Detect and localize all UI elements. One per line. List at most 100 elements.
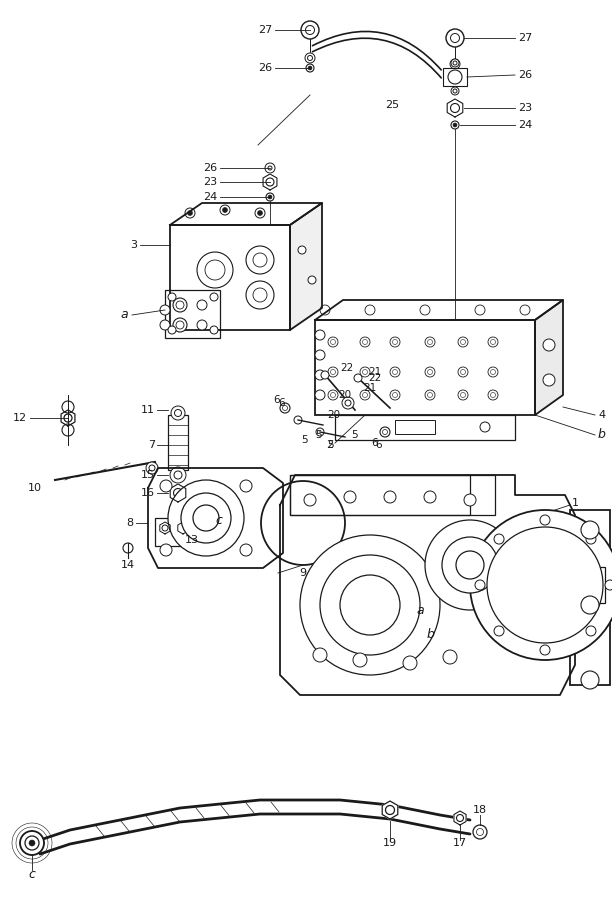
Text: 6: 6 bbox=[278, 398, 285, 408]
Circle shape bbox=[62, 424, 74, 436]
Circle shape bbox=[181, 493, 231, 543]
Circle shape bbox=[320, 305, 330, 315]
Circle shape bbox=[176, 301, 184, 309]
Circle shape bbox=[425, 520, 515, 610]
Circle shape bbox=[210, 293, 218, 301]
Circle shape bbox=[146, 462, 158, 474]
Circle shape bbox=[586, 534, 596, 544]
Circle shape bbox=[458, 337, 468, 347]
Circle shape bbox=[342, 397, 354, 409]
Text: 14: 14 bbox=[121, 560, 135, 570]
Circle shape bbox=[450, 59, 460, 69]
Polygon shape bbox=[178, 522, 188, 534]
Text: c: c bbox=[29, 868, 35, 881]
Circle shape bbox=[328, 337, 338, 347]
Circle shape bbox=[223, 208, 228, 212]
Text: 8: 8 bbox=[126, 518, 133, 528]
Circle shape bbox=[480, 422, 490, 432]
Circle shape bbox=[360, 390, 370, 400]
Text: 17: 17 bbox=[453, 838, 467, 848]
Circle shape bbox=[168, 326, 176, 334]
Circle shape bbox=[488, 390, 498, 400]
Circle shape bbox=[315, 390, 325, 400]
Circle shape bbox=[320, 555, 420, 655]
Circle shape bbox=[160, 480, 172, 492]
Circle shape bbox=[187, 211, 193, 215]
Text: 21: 21 bbox=[368, 367, 381, 377]
Text: 6: 6 bbox=[375, 440, 382, 450]
Circle shape bbox=[210, 326, 218, 334]
Circle shape bbox=[458, 390, 468, 400]
Circle shape bbox=[540, 515, 550, 525]
Text: 9: 9 bbox=[299, 568, 307, 578]
Circle shape bbox=[265, 163, 275, 173]
Text: 5: 5 bbox=[315, 430, 321, 440]
Circle shape bbox=[543, 339, 555, 351]
Text: 18: 18 bbox=[473, 805, 487, 815]
Circle shape bbox=[328, 390, 338, 400]
Text: 26: 26 bbox=[203, 163, 217, 173]
Circle shape bbox=[360, 337, 370, 347]
Bar bbox=[170, 225, 290, 330]
Circle shape bbox=[487, 527, 603, 643]
Bar bbox=[443, 68, 467, 86]
Circle shape bbox=[488, 367, 498, 377]
Circle shape bbox=[173, 318, 187, 332]
Circle shape bbox=[176, 321, 184, 329]
Text: 11: 11 bbox=[141, 405, 155, 415]
Circle shape bbox=[197, 320, 207, 330]
Circle shape bbox=[301, 21, 319, 39]
Circle shape bbox=[20, 831, 44, 855]
Text: 1: 1 bbox=[572, 498, 579, 508]
Circle shape bbox=[246, 281, 274, 309]
Polygon shape bbox=[170, 203, 322, 225]
Bar bbox=[570, 510, 610, 685]
Circle shape bbox=[488, 337, 498, 347]
Circle shape bbox=[390, 337, 400, 347]
Bar bbox=[290, 475, 495, 515]
Polygon shape bbox=[535, 300, 563, 415]
Text: 26: 26 bbox=[518, 70, 532, 80]
Circle shape bbox=[448, 70, 462, 84]
Circle shape bbox=[390, 367, 400, 377]
Circle shape bbox=[268, 195, 272, 199]
Circle shape bbox=[451, 87, 459, 95]
Circle shape bbox=[442, 537, 498, 593]
Circle shape bbox=[425, 337, 435, 347]
Circle shape bbox=[62, 401, 74, 413]
Circle shape bbox=[171, 406, 185, 420]
Text: a: a bbox=[121, 309, 128, 321]
Polygon shape bbox=[148, 468, 283, 568]
Circle shape bbox=[451, 121, 459, 129]
Circle shape bbox=[240, 480, 252, 492]
Bar bbox=[155, 518, 193, 546]
Text: 24: 24 bbox=[203, 192, 217, 202]
Circle shape bbox=[360, 367, 370, 377]
Circle shape bbox=[494, 534, 504, 544]
Circle shape bbox=[197, 252, 233, 288]
Circle shape bbox=[306, 64, 314, 72]
Polygon shape bbox=[290, 203, 322, 330]
Circle shape bbox=[29, 840, 35, 846]
Circle shape bbox=[253, 288, 267, 302]
Text: 21: 21 bbox=[364, 383, 376, 393]
Circle shape bbox=[266, 193, 274, 201]
Text: 22: 22 bbox=[340, 363, 353, 373]
Circle shape bbox=[255, 208, 265, 218]
Text: a: a bbox=[416, 604, 424, 617]
Circle shape bbox=[475, 580, 485, 590]
Circle shape bbox=[581, 671, 599, 689]
Circle shape bbox=[304, 494, 316, 506]
Text: 2: 2 bbox=[326, 440, 333, 450]
Circle shape bbox=[168, 480, 244, 556]
Circle shape bbox=[305, 53, 315, 63]
Circle shape bbox=[185, 208, 195, 218]
Circle shape bbox=[160, 544, 172, 556]
Text: 19: 19 bbox=[383, 838, 397, 848]
Circle shape bbox=[280, 403, 290, 413]
Circle shape bbox=[456, 551, 484, 579]
Circle shape bbox=[308, 276, 316, 284]
Bar bbox=[335, 415, 515, 440]
Circle shape bbox=[160, 305, 170, 315]
Polygon shape bbox=[61, 410, 75, 426]
